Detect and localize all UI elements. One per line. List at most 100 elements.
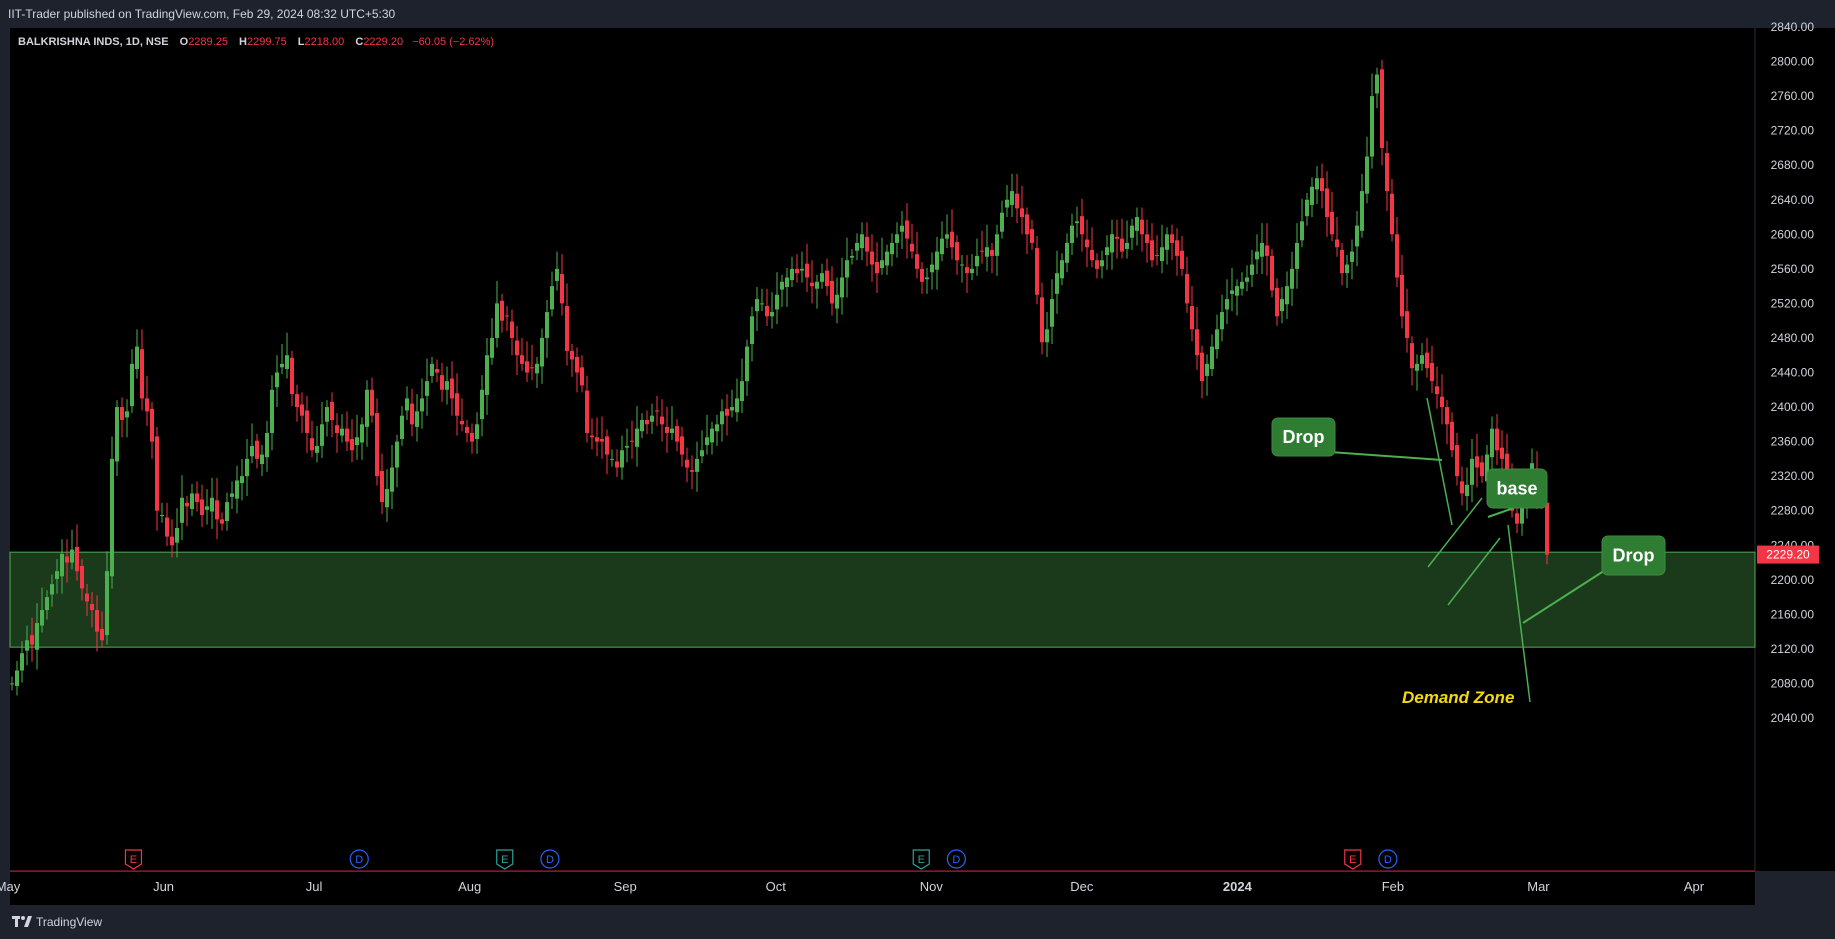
candle-body[interactable]	[135, 346, 139, 370]
candle-body[interactable]	[25, 640, 29, 651]
candle-body[interactable]	[840, 277, 844, 298]
candle-body[interactable]	[645, 420, 649, 425]
candle-body[interactable]	[210, 497, 214, 512]
candle-body[interactable]	[890, 242, 894, 255]
candle-body[interactable]	[280, 363, 284, 368]
candle-body[interactable]	[565, 305, 569, 351]
candle-body[interactable]	[1160, 247, 1164, 262]
candle-body[interactable]	[1330, 211, 1334, 235]
candle-body[interactable]	[100, 629, 104, 641]
candle-body[interactable]	[265, 432, 269, 458]
drop-callout-box[interactable]	[1601, 535, 1666, 576]
candle-body[interactable]	[65, 556, 69, 563]
candle-body[interactable]	[850, 255, 854, 258]
candle-body[interactable]	[120, 407, 124, 421]
candle-body[interactable]	[475, 424, 479, 440]
candle-body[interactable]	[1085, 239, 1089, 248]
candle-body[interactable]	[910, 243, 914, 252]
candle-body[interactable]	[1210, 346, 1214, 370]
candle-body[interactable]	[880, 260, 884, 268]
candle-body[interactable]	[1240, 281, 1244, 289]
candle-body[interactable]	[260, 454, 264, 465]
candle-body[interactable]	[965, 267, 969, 274]
candle-body[interactable]	[170, 536, 174, 546]
candle-body[interactable]	[1185, 274, 1189, 304]
candle-body[interactable]	[705, 437, 709, 446]
candle-body[interactable]	[1430, 362, 1434, 382]
candle-body[interactable]	[845, 260, 849, 278]
candle-body[interactable]	[1035, 248, 1039, 295]
candle-body[interactable]	[1255, 251, 1259, 260]
candle-body[interactable]	[1225, 299, 1229, 310]
candle-body[interactable]	[1030, 229, 1034, 243]
candle-body[interactable]	[95, 610, 99, 632]
candle-body[interactable]	[350, 439, 354, 451]
candle-body[interactable]	[770, 312, 774, 317]
candle-body[interactable]	[150, 408, 154, 442]
candle-body[interactable]	[405, 398, 409, 411]
candle-body[interactable]	[975, 255, 979, 267]
candle-body[interactable]	[1470, 458, 1474, 485]
candle-body[interactable]	[40, 610, 44, 626]
candle-body[interactable]	[1420, 355, 1424, 364]
earnings-marker[interactable]	[912, 849, 930, 870]
footer-brand[interactable]: TradingView	[12, 910, 102, 934]
candle-body[interactable]	[1350, 251, 1354, 262]
candle-body[interactable]	[160, 515, 164, 517]
candle-body[interactable]	[430, 363, 434, 376]
candle-body[interactable]	[1050, 299, 1054, 327]
candle-body[interactable]	[885, 251, 889, 266]
candle-body[interactable]	[85, 593, 89, 602]
candle-body[interactable]	[935, 251, 939, 270]
candle-body[interactable]	[330, 401, 334, 421]
candle-body[interactable]	[1410, 343, 1414, 369]
candle-body[interactable]	[190, 493, 194, 509]
candle-body[interactable]	[920, 268, 924, 282]
candle-body[interactable]	[805, 263, 809, 278]
candle-body[interactable]	[700, 450, 704, 457]
candle-body[interactable]	[585, 390, 589, 433]
candle-body[interactable]	[220, 519, 224, 524]
candle-body[interactable]	[560, 274, 564, 304]
candle-body[interactable]	[870, 251, 874, 265]
candle-body[interactable]	[1170, 234, 1174, 243]
candle-body[interactable]	[245, 458, 249, 477]
candle-body[interactable]	[1315, 178, 1319, 190]
candle-body[interactable]	[675, 426, 679, 442]
candle-body[interactable]	[370, 389, 374, 416]
candle-body[interactable]	[960, 264, 964, 266]
candle-body[interactable]	[1355, 225, 1359, 247]
candle-body[interactable]	[620, 450, 624, 468]
candle-body[interactable]	[1285, 286, 1289, 305]
candle-body[interactable]	[1260, 242, 1264, 257]
candle-body[interactable]	[605, 436, 609, 455]
candle-body[interactable]	[695, 458, 699, 472]
candle-body[interactable]	[610, 458, 614, 460]
candle-body[interactable]	[640, 420, 644, 432]
candle-body[interactable]	[1175, 240, 1179, 256]
candle-body[interactable]	[1305, 199, 1309, 217]
candle-body[interactable]	[615, 461, 619, 468]
candle-body[interactable]	[290, 357, 294, 395]
candle-body[interactable]	[165, 517, 169, 537]
candle-body[interactable]	[740, 381, 744, 402]
candle-body[interactable]	[205, 506, 209, 510]
candle-body[interactable]	[1380, 69, 1384, 148]
candle-body[interactable]	[780, 281, 784, 290]
candle-body[interactable]	[990, 249, 994, 256]
candle-body[interactable]	[1125, 242, 1129, 249]
candle-body[interactable]	[680, 436, 684, 455]
candle-body[interactable]	[1425, 352, 1429, 369]
time-axis-background[interactable]	[10, 872, 1755, 905]
candle-body[interactable]	[1405, 311, 1409, 338]
candle-body[interactable]	[435, 369, 439, 373]
candle-body[interactable]	[760, 303, 764, 305]
candle-body[interactable]	[1005, 199, 1009, 208]
candle-body[interactable]	[240, 476, 244, 484]
candle-body[interactable]	[810, 282, 814, 287]
candle-body[interactable]	[1020, 208, 1024, 218]
candle-body[interactable]	[1335, 239, 1339, 248]
candle-body[interactable]	[440, 375, 444, 390]
candle-body[interactable]	[470, 432, 474, 442]
earnings-marker[interactable]	[1344, 849, 1362, 870]
